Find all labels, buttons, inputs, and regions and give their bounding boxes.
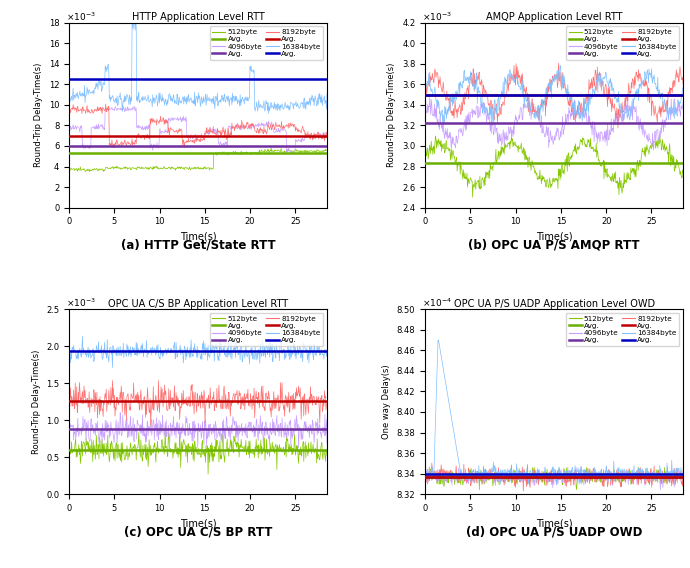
Y-axis label: Round-Trip Delay-Time(s): Round-Trip Delay-Time(s) xyxy=(32,349,41,454)
Text: (c) OPC UA C/S BP RTT: (c) OPC UA C/S BP RTT xyxy=(124,525,272,538)
X-axis label: Time(s): Time(s) xyxy=(535,232,573,242)
Title: OPC UA C/S BP Application Level RTT: OPC UA C/S BP Application Level RTT xyxy=(108,299,288,308)
Text: $\times10^{-3}$: $\times10^{-3}$ xyxy=(66,297,97,310)
X-axis label: Time(s): Time(s) xyxy=(179,232,217,242)
Title: OPC UA P/S UADP Application Level OWD: OPC UA P/S UADP Application Level OWD xyxy=(453,299,655,308)
Y-axis label: Round-Trip Delay-Time(s): Round-Trip Delay-Time(s) xyxy=(34,63,43,168)
X-axis label: Time(s): Time(s) xyxy=(179,519,217,528)
Text: (b) OPC UA P/S AMQP RTT: (b) OPC UA P/S AMQP RTT xyxy=(469,239,640,252)
Title: HTTP Application Level RTT: HTTP Application Level RTT xyxy=(132,12,264,22)
Legend: 512byte, Avg., 4096byte, Avg., 8192byte, Avg., 16384byte, Avg.: 512byte, Avg., 4096byte, Avg., 8192byte,… xyxy=(566,313,680,346)
Text: (a) HTTP Get/State RTT: (a) HTTP Get/State RTT xyxy=(121,239,275,252)
X-axis label: Time(s): Time(s) xyxy=(535,519,573,528)
Legend: 512byte, Avg., 4096byte, Avg., 8192byte, Avg., 16384byte, Avg.: 512byte, Avg., 4096byte, Avg., 8192byte,… xyxy=(566,26,680,60)
Y-axis label: Round-Trip Delay-Time(s): Round-Trip Delay-Time(s) xyxy=(387,63,397,168)
Text: $\times10^{-3}$: $\times10^{-3}$ xyxy=(66,10,97,23)
Text: $\times10^{-4}$: $\times10^{-4}$ xyxy=(422,297,453,310)
Y-axis label: One way Delay(s): One way Delay(s) xyxy=(382,365,391,439)
Legend: 512byte, Avg., 4096byte, Avg., 8192byte, Avg., 16384byte, Avg.: 512byte, Avg., 4096byte, Avg., 8192byte,… xyxy=(210,26,324,60)
Text: (d) OPC UA P/S UADP OWD: (d) OPC UA P/S UADP OWD xyxy=(466,525,642,538)
Text: $\times10^{-3}$: $\times10^{-3}$ xyxy=(422,10,453,23)
Title: AMQP Application Level RTT: AMQP Application Level RTT xyxy=(486,12,622,22)
Legend: 512byte, Avg., 4096byte, Avg., 8192byte, Avg., 16384byte, Avg.: 512byte, Avg., 4096byte, Avg., 8192byte,… xyxy=(210,313,324,346)
